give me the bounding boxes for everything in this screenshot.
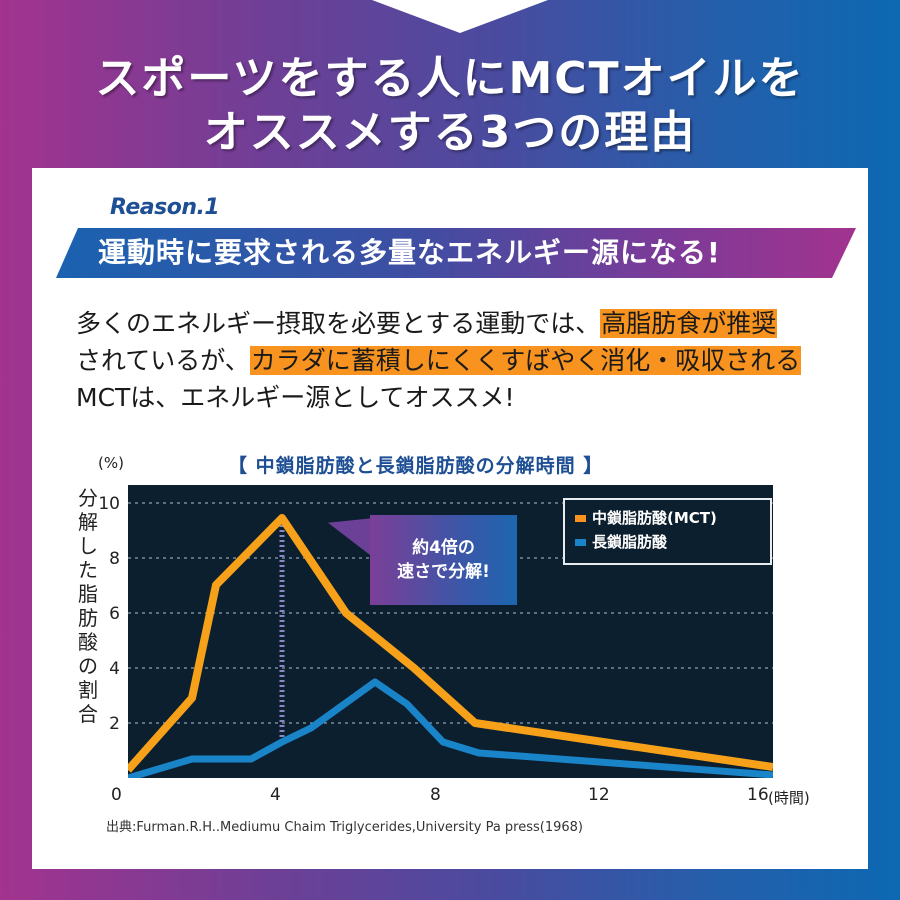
reason-banner: 運動時に要求される多量なエネルギー源になる! (56, 228, 856, 278)
body-line3: MCTは、エネルギー源としてオススメ! (76, 383, 515, 412)
y-tick-8: 8 (109, 549, 120, 569)
callout-line2: 速さで分解! (397, 562, 490, 582)
source-citation: 出典:Furman.R.H..Mediumu Chaim Triglycerid… (106, 820, 584, 835)
reason-label: Reason.1 (110, 195, 220, 220)
x-tick-4: 4 (270, 785, 281, 805)
x-tick-12: 12 (588, 785, 610, 805)
page-title-line1: スポーツをする人にMCTオイルを (95, 53, 805, 104)
body-line1-highlight: 高脂肪食が推奨 (600, 309, 778, 338)
chart-legend: 中鎖脂肪酸(MCT) 長鎖脂肪酸 (563, 498, 772, 565)
speed-callout: 約4倍の 速さで分解! (370, 515, 517, 605)
y-tick-2: 2 (109, 714, 120, 734)
y-tick-4: 4 (109, 659, 120, 679)
x-tick-8: 8 (430, 785, 441, 805)
y-tick-10: 10 (98, 494, 120, 514)
legend-label-lct: 長鎖脂肪酸 (592, 533, 668, 551)
series-mct-line (125, 514, 774, 773)
chart-title: 【 中鎖脂肪酸と長鎖脂肪酸の分解時間 】 (228, 455, 604, 477)
legend-item-mct: 中鎖脂肪酸(MCT) (575, 506, 760, 530)
y-axis-label: 分解した脂肪酸の割合 (78, 486, 98, 726)
legend-swatch-lct-icon (575, 538, 586, 546)
x-tick-16: 16 (747, 785, 769, 805)
content-card: Reason.1 運動時に要求される多量なエネルギー源になる! 多くのエネルギー… (32, 168, 868, 869)
legend-item-lct: 長鎖脂肪酸 (575, 530, 760, 554)
body-line2: されているが、 (76, 346, 250, 375)
legend-swatch-mct-icon (575, 514, 586, 522)
page-title: スポーツをする人にMCTオイルを オススメする3つの理由 (0, 52, 900, 160)
x-tick-0: 0 (111, 785, 122, 805)
y-axis-unit: (%) (98, 454, 124, 472)
body-line1: 多くのエネルギー摂取を必要とする運動では、 (76, 309, 601, 338)
top-notch-arrow (372, 0, 548, 33)
body-paragraph: 多くのエネルギー摂取を必要とする運動では、高脂肪食が推奨 されているが、カラダに… (76, 305, 846, 416)
body-line2-highlight: カラダに蓄積しにくくすばやく消化・吸収される (249, 346, 802, 375)
series-lct-line (127, 678, 774, 782)
chart-svg (125, 502, 774, 782)
legend-label-mct: 中鎖脂肪酸(MCT) (592, 509, 717, 527)
page-title-line2: オススメする3つの理由 (203, 107, 697, 158)
x-axis-label: (時間) (768, 789, 810, 807)
callout-line1: 約4倍の (412, 538, 475, 558)
y-tick-6: 6 (109, 604, 120, 624)
reason-banner-text: 運動時に要求される多量なエネルギー源になる! (98, 236, 721, 269)
